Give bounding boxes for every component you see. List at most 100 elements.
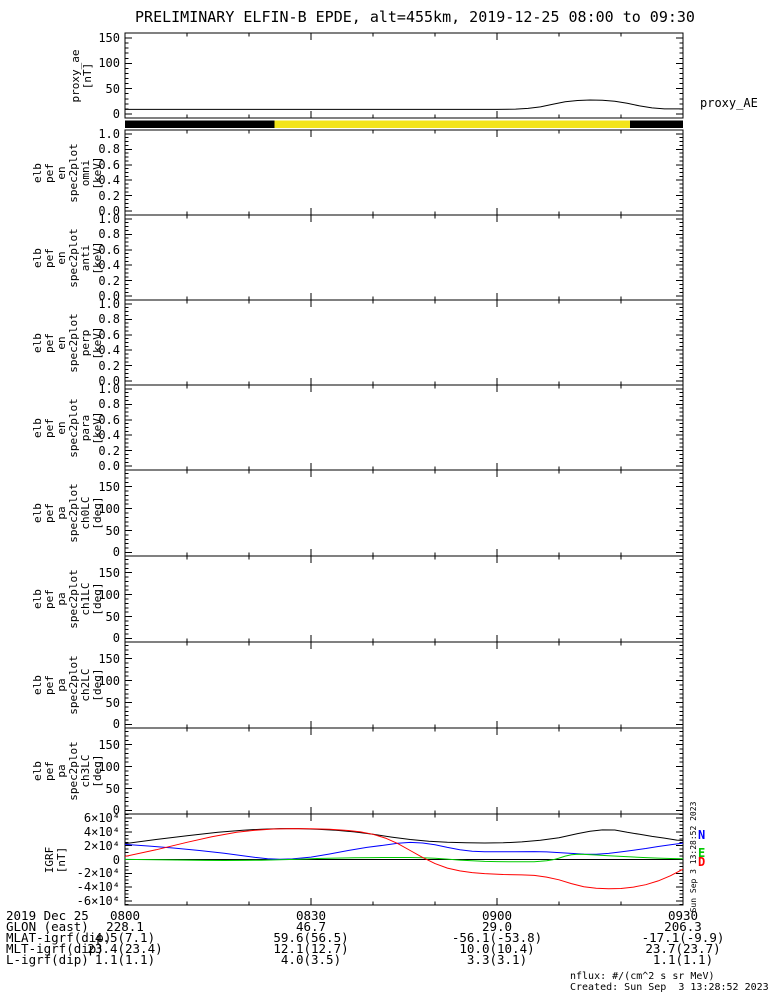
- footer-value: 4.0(3.5): [280, 952, 342, 967]
- footer-value: 0900: [481, 908, 513, 923]
- footer-value: -17.1(-9.9): [641, 930, 725, 945]
- y-tick-label: 0.6: [98, 157, 120, 172]
- y-tick-label: 150: [98, 565, 120, 580]
- position-bar-segment: [274, 120, 630, 128]
- y-tick-label: 50: [105, 695, 120, 710]
- y-tick-label: 150: [98, 31, 120, 46]
- panel-y-label-proxy_ae: proxy_ae [nT]: [69, 49, 94, 102]
- plot-title: PRELIMINARY ELFIN-B EPDE, alt=455km, 201…: [135, 8, 695, 26]
- panel-box-proxy_ae: [124, 32, 684, 119]
- side-timestamp: Sun Sep 3 13:28:52 2023: [689, 801, 698, 913]
- y-tick-label: 0: [112, 852, 120, 867]
- footer-row-label: L-igrf(dip): [6, 952, 89, 967]
- y-tick-label: 0: [112, 631, 120, 646]
- y-tick-label: 50: [105, 523, 120, 538]
- y-tick-label: 0.4: [98, 258, 120, 273]
- y-tick-label: 0.4: [98, 173, 120, 188]
- y-tick-label: 50: [105, 609, 120, 624]
- y-tick-label: 0.4: [98, 343, 120, 358]
- footer-value: 23.4(23.4): [87, 941, 163, 956]
- y-tick-label: 0.8: [98, 397, 120, 412]
- y-tick-label: 100: [98, 56, 120, 71]
- y-tick-label: 1.0: [98, 381, 120, 396]
- position-bar-segment: [125, 120, 275, 128]
- panel-box-pa_ch2lc: [124, 641, 684, 729]
- series-N: [124, 841, 684, 860]
- y-tick-label: 1.0: [98, 296, 120, 311]
- y-tick-label: 100: [98, 673, 120, 688]
- y-tick-label: 0.8: [98, 227, 120, 242]
- y-tick-label: 4×10⁴: [83, 824, 120, 839]
- y-tick-label: 0.2: [98, 443, 120, 458]
- panel-box-en_para: [124, 384, 684, 471]
- y-tick-label: 50: [105, 781, 120, 796]
- footer-value: 3.3(3.1): [466, 952, 528, 967]
- y-tick-label: 0.0: [98, 374, 120, 389]
- y-tick-label: -2×10⁴: [76, 866, 120, 881]
- panel-y-label-en_anti: elb pef en spec2plot anti [keV]: [31, 227, 104, 288]
- series-E: [124, 853, 684, 863]
- footer-value: 4.5(7.1): [94, 930, 156, 945]
- panel-y-label-pa_ch3lc: elb pef pa spec2plot ch3LC [deg]: [31, 741, 104, 801]
- footer-row-label: MLAT-igrf(dip): [6, 930, 112, 945]
- y-tick-label: 0.6: [98, 327, 120, 342]
- panel-y-label-en_perp: elb pef en spec2plot perp [keV]: [31, 312, 104, 373]
- footer-value: 59.6(56.5): [273, 930, 349, 945]
- y-tick-label: 100: [98, 759, 120, 774]
- y-tick-label: 0: [112, 545, 120, 560]
- footer-row-label: MLT-igrf(dip): [6, 941, 104, 956]
- y-tick-label: 6×10⁴: [83, 811, 120, 826]
- footer-value: 23.7(23.7): [645, 941, 721, 956]
- y-tick-label: 0.2: [98, 188, 120, 203]
- y-tick-label: 1.0: [98, 126, 120, 141]
- y-tick-label: 0.0: [98, 289, 120, 304]
- y-tick-label: 0: [112, 803, 120, 818]
- panel-box-pa_ch3lc: [124, 727, 684, 815]
- y-tick-label: 150: [98, 651, 120, 666]
- y-tick-label: 0.8: [98, 312, 120, 327]
- y-tick-label: 0.6: [98, 242, 120, 257]
- footer-value: -56.1(-53.8): [451, 930, 543, 945]
- footer-value: 1.1(1.1): [652, 952, 714, 967]
- created-timestamp: Created: Sun Sep 3 13:28:52 2023: [570, 982, 769, 993]
- y-tick-label: 2×10⁴: [83, 838, 120, 853]
- panel-box-en_perp: [124, 299, 684, 386]
- series-Btotal: [124, 828, 684, 845]
- panel-box-en_anti: [124, 214, 684, 301]
- y-tick-label: 100: [98, 587, 120, 602]
- y-tick-label: 0.6: [98, 412, 120, 427]
- y-tick-label: 0.4: [98, 428, 120, 443]
- y-tick-label: 150: [98, 737, 120, 752]
- series-proxy_AE: [125, 99, 683, 110]
- y-tick-label: 0.0: [98, 204, 120, 219]
- footer-value: 10.0(10.4): [459, 941, 535, 956]
- y-tick-label: -6×10⁴: [76, 893, 120, 908]
- footer-value: 46.7: [295, 919, 327, 934]
- y-tick-label: 0.2: [98, 358, 120, 373]
- nflux-units-note: nflux: #/(cm^2 s sr MeV): [570, 971, 715, 982]
- igrf-legend-e: E: [698, 846, 706, 860]
- panel-box-en_omni: [124, 129, 684, 216]
- y-tick-label: 100: [98, 501, 120, 516]
- y-tick-label: 150: [98, 479, 120, 494]
- footer-value: 12.1(12.7): [273, 941, 349, 956]
- y-tick-label: 1.0: [98, 211, 120, 226]
- panel-box-pa_ch1lc: [124, 555, 684, 643]
- footer-row-label: 2019 Dec 25: [6, 908, 89, 923]
- panel-y-label-en_para: elb pef en spec2plot para [keV]: [31, 397, 104, 458]
- y-tick-label: 0: [112, 106, 120, 121]
- position-bar-segment: [629, 120, 683, 128]
- igrf-legend-d: D: [698, 855, 706, 869]
- y-tick-label: 0.8: [98, 142, 120, 157]
- panel-box-pa_ch0lc: [124, 469, 684, 557]
- y-tick-label: 50: [105, 81, 120, 96]
- panel-y-label-pa_ch0lc: elb pef pa spec2plot ch0LC [deg]: [31, 483, 104, 543]
- series-D: [124, 828, 684, 890]
- igrf-legend-n: N: [698, 828, 706, 842]
- footer-value: 0930: [667, 908, 699, 923]
- y-tick-label: 0: [112, 717, 120, 732]
- footer-value: 228.1: [106, 919, 144, 934]
- panel-y-label-pa_ch1lc: elb pef pa spec2plot ch1LC [deg]: [31, 569, 104, 629]
